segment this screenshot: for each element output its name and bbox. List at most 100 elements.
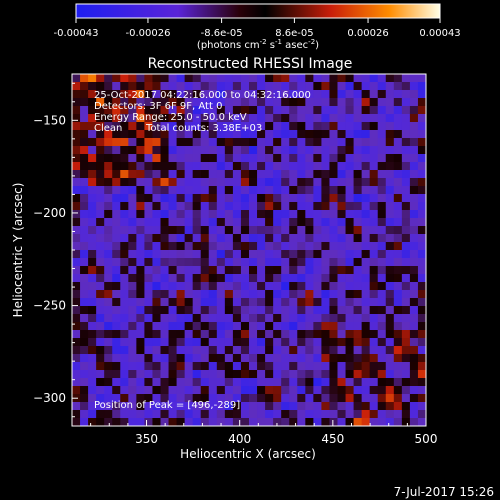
heatmap-cell: [353, 114, 363, 123]
heatmap-cell: [120, 74, 129, 83]
heatmap-cell: [136, 186, 145, 195]
heatmap-cell: [136, 210, 145, 219]
heatmap-cell: [257, 282, 266, 291]
heatmap-cell: [144, 322, 153, 331]
heatmap-cell: [96, 226, 105, 235]
heatmap-cell: [232, 410, 242, 419]
heatmap-cell: [168, 106, 177, 115]
heatmap-cell: [273, 202, 282, 211]
heatmap-cell: [377, 194, 387, 203]
heatmap-cell: [401, 146, 411, 155]
heatmap-cell: [160, 258, 169, 267]
heatmap-cell: [401, 330, 411, 339]
heatmap-cell: [401, 306, 411, 315]
heatmap-cell: [152, 234, 161, 243]
heatmap-cell: [273, 354, 282, 363]
heatmap-cell: [168, 386, 177, 395]
heatmap-cell: [281, 234, 290, 243]
heatmap-cell: [321, 186, 330, 195]
heatmap-cell: [136, 138, 145, 147]
heatmap-cell: [313, 218, 322, 227]
heatmap-cell: [200, 330, 210, 339]
heatmap-cell: [232, 162, 242, 171]
heatmap-cell: [112, 130, 121, 139]
heatmap-cell: [152, 154, 161, 163]
heatmap-cell: [329, 234, 338, 243]
heatmap-cell: [361, 298, 371, 307]
heatmap-cell: [80, 162, 89, 171]
heatmap-cell: [409, 386, 419, 395]
heatmap-cell: [168, 282, 177, 291]
heatmap-cell: [112, 394, 121, 403]
heatmap-cell: [192, 194, 202, 203]
heatmap-cell: [208, 322, 218, 331]
heatmap-cell: [80, 418, 89, 427]
heatmap-cell: [208, 370, 218, 379]
heatmap-cell: [321, 234, 330, 243]
heatmap-cell: [88, 346, 97, 355]
heatmap-cell: [96, 130, 105, 139]
heatmap-cell: [136, 98, 145, 107]
heatmap-cell: [369, 210, 379, 219]
colorbar-tick-label: -8.6e-05: [201, 28, 243, 39]
heatmap-cell: [385, 306, 395, 315]
heatmap-cell: [192, 266, 202, 275]
heatmap-cell: [88, 338, 97, 347]
heatmap-cell: [184, 402, 194, 411]
heatmap-cell: [257, 330, 266, 339]
heatmap-cell: [273, 410, 282, 419]
heatmap-cell: [385, 322, 395, 331]
heatmap-cell: [224, 386, 234, 395]
heatmap-cell: [401, 210, 411, 219]
heatmap-cell: [208, 338, 218, 347]
heatmap-cell: [257, 186, 266, 195]
colorbar-ticks: [75, 18, 441, 23]
heatmap-cell: [120, 378, 129, 387]
heatmap-cell: [329, 266, 338, 275]
heatmap-cell: [152, 362, 161, 371]
heatmap-cell: [72, 386, 81, 395]
heatmap-cell: [393, 362, 403, 371]
heatmap-cell: [345, 282, 354, 291]
heatmap-cell: [337, 170, 346, 179]
heatmap-cell: [72, 250, 81, 259]
heatmap-cell: [136, 90, 145, 99]
heatmap-cell: [120, 418, 129, 427]
heatmap-cell: [409, 170, 419, 179]
heatmap-cell: [377, 122, 387, 131]
heatmap-cell: [257, 114, 266, 123]
heatmap-cell: [80, 114, 89, 123]
heatmap-cell: [128, 138, 137, 147]
heatmap-cell: [249, 322, 258, 331]
heatmap-cell: [112, 258, 121, 267]
heatmap-cell: [136, 330, 145, 339]
heatmap-cell: [289, 338, 298, 347]
heatmap-cell: [249, 298, 258, 307]
heatmap-cell: [160, 402, 169, 411]
heatmap-cell: [240, 362, 250, 371]
heatmap-cell: [345, 106, 354, 115]
heatmap-cell: [281, 354, 290, 363]
heatmap-cell: [200, 186, 210, 195]
heatmap-cell: [224, 210, 234, 219]
heatmap-cell: [313, 322, 322, 331]
heatmap-cell: [337, 74, 346, 83]
heatmap-cell: [144, 234, 153, 243]
heatmap-cell: [385, 418, 395, 427]
heatmap-cell: [257, 74, 266, 83]
heatmap-cell: [72, 138, 81, 147]
heatmap-cell: [297, 378, 306, 387]
heatmap-cell: [216, 74, 226, 83]
heatmap-cell: [273, 362, 282, 371]
heatmap-cell: [385, 170, 395, 179]
heatmap-cell: [369, 266, 379, 275]
heatmap-cell: [112, 410, 121, 419]
heatmap-cell: [184, 226, 194, 235]
heatmap-cell: [80, 354, 89, 363]
heatmap-cell: [417, 370, 427, 379]
heatmap-cell: [265, 250, 274, 259]
heatmap-cell: [112, 154, 121, 163]
heatmap-cell: [160, 282, 169, 291]
heatmap-cell: [345, 130, 354, 139]
heatmap-cell: [136, 346, 145, 355]
